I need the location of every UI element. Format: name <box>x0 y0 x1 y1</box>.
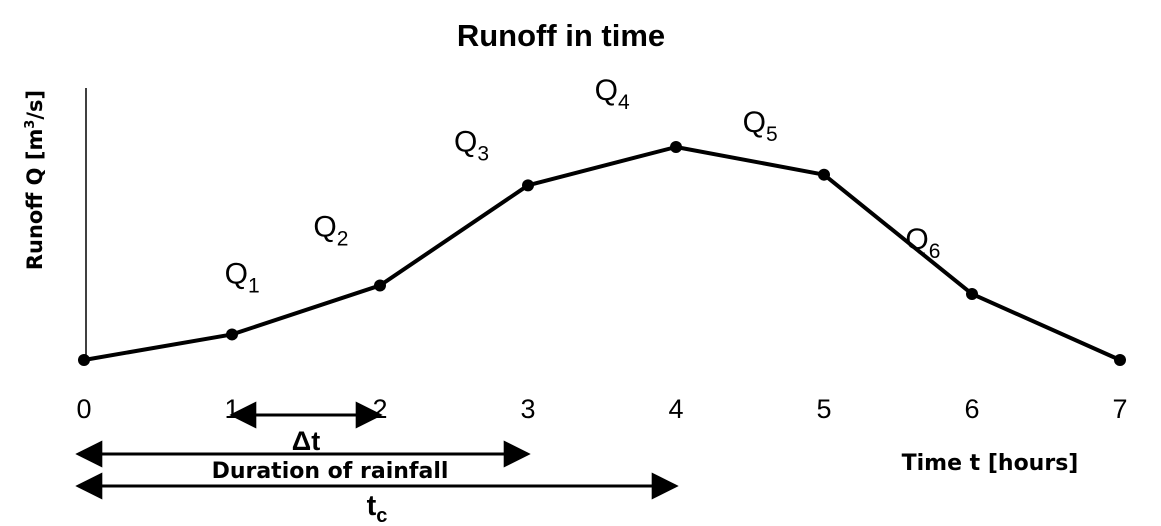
segment-label: Q5 <box>743 106 778 146</box>
data-point <box>374 279 386 292</box>
data-point <box>522 179 534 192</box>
x-tick-label: 1 <box>224 394 239 424</box>
span-arrows: Δt Duration of rainfall tc <box>75 401 679 526</box>
segment-label: Q1 <box>225 257 260 297</box>
x-axis-label: Time t [hours] <box>902 451 1079 476</box>
span-label: tc <box>367 490 388 526</box>
x-tick-label: 0 <box>76 394 91 424</box>
chart-title: Runoff in time <box>457 18 665 53</box>
data-point <box>670 141 682 153</box>
x-tick-label: 4 <box>668 394 683 424</box>
segment-label: Q2 <box>313 210 348 250</box>
span-label: Δt <box>292 426 320 456</box>
data-points <box>78 141 1126 366</box>
span-label: Duration of rainfall <box>212 459 449 484</box>
segment-label: Q6 <box>905 223 940 263</box>
x-tick-labels: 0 1 2 3 4 5 6 7 <box>76 394 1127 424</box>
x-tick-label: 5 <box>816 394 831 424</box>
data-point <box>78 354 90 366</box>
data-point <box>1114 354 1126 366</box>
segment-label: Q4 <box>595 74 630 114</box>
segment-label: Q3 <box>454 125 489 165</box>
runoff-line <box>83 145 1121 362</box>
x-tick-label: 7 <box>1112 394 1127 424</box>
data-point <box>226 328 238 341</box>
x-tick-label: 3 <box>520 394 535 424</box>
data-point <box>818 168 830 181</box>
x-tick-label: 2 <box>372 394 387 424</box>
data-point <box>966 287 978 300</box>
x-tick-label: 6 <box>964 394 979 424</box>
y-axis-label: Runoff Q [m3/s] <box>23 90 47 270</box>
segment-labels: Q1 Q2 Q3 Q4 Q5 Q6 <box>225 74 941 297</box>
